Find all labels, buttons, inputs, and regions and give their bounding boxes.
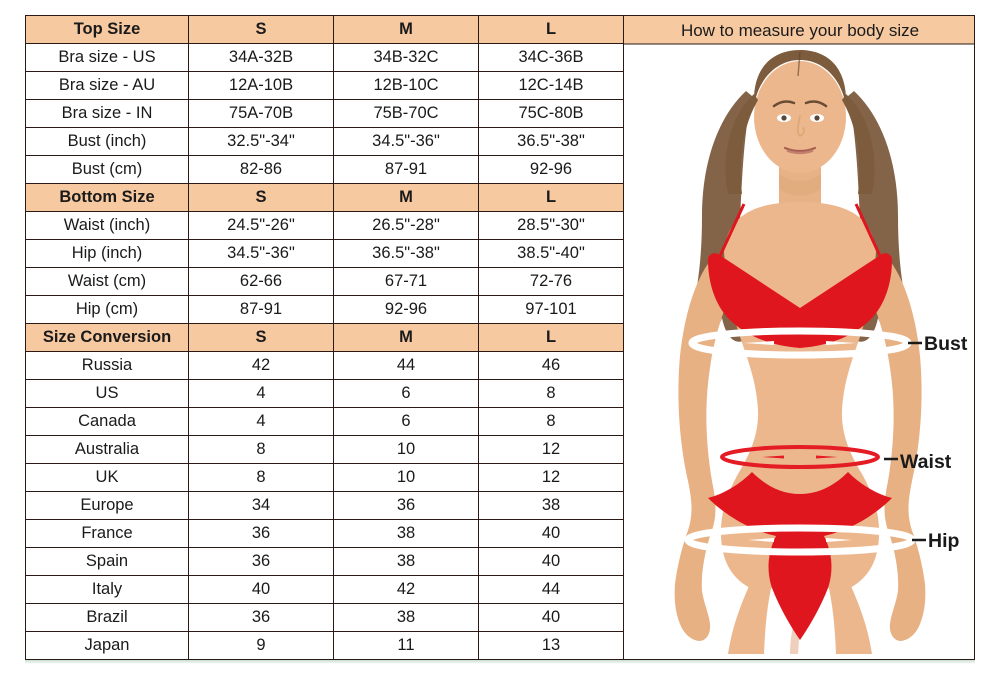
- svg-text:Bust: Bust: [924, 333, 968, 355]
- svg-text:How to measure your body size: How to measure your body size: [681, 21, 919, 40]
- svg-text:Waist: Waist: [900, 451, 952, 473]
- svg-text:Hip: Hip: [928, 530, 960, 552]
